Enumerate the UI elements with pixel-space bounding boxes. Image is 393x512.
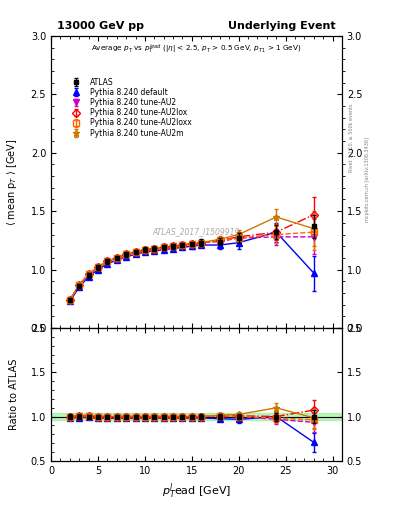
- Text: Rivet 3.1.10, ≥ 500k events: Rivet 3.1.10, ≥ 500k events: [349, 104, 354, 173]
- X-axis label: $p_T^l$ead [GeV]: $p_T^l$ead [GeV]: [162, 481, 231, 501]
- Y-axis label: Ratio to ATLAS: Ratio to ATLAS: [9, 359, 19, 430]
- Y-axis label: $\langle$ mean p$_T$ $\rangle$ [GeV]: $\langle$ mean p$_T$ $\rangle$ [GeV]: [5, 138, 19, 226]
- Text: 13000 GeV pp: 13000 GeV pp: [57, 22, 144, 31]
- Text: mcplots.cern.ch [arXiv:1306.3436]: mcplots.cern.ch [arXiv:1306.3436]: [365, 137, 370, 222]
- Legend: ATLAS, Pythia 8.240 default, Pythia 8.240 tune-AU2, Pythia 8.240 tune-AU2lox, Py: ATLAS, Pythia 8.240 default, Pythia 8.24…: [64, 75, 195, 141]
- Text: Underlying Event: Underlying Event: [228, 22, 336, 31]
- Text: Average $p_T$ vs $p_T^{lead}$ ($|\eta|$ < 2.5, $p_T$ > 0.5 GeV, $p_{T1}$ > 1 GeV: Average $p_T$ vs $p_T^{lead}$ ($|\eta|$ …: [91, 43, 302, 56]
- Text: ATLAS_2017_I1509919: ATLAS_2017_I1509919: [153, 227, 240, 236]
- Bar: [51, 413, 342, 420]
